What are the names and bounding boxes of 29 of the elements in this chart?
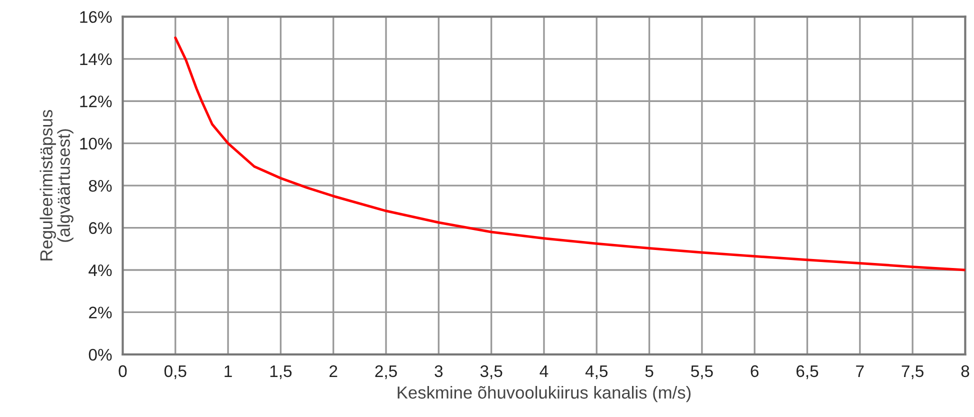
x-tick-label: 3 [434,365,443,378]
y-tick-label: 12% [80,96,112,108]
x-tick-label: 7 [856,365,864,377]
line-series [174,36,966,272]
x-tick-label: 5,5 [691,365,713,380]
y-tick-label: 10% [80,138,112,150]
x-tick-label: 6,5 [796,365,818,380]
y-tick-label: 16% [80,11,112,23]
y-tick-label: 2% [89,306,112,318]
x-tick-label: 3,5 [480,365,502,380]
y-tick-label: 8% [88,180,112,192]
x-tick-label: 6 [750,365,759,378]
y-tick-label: 0% [88,348,112,361]
x-tick-label: 4 [540,365,548,377]
x-tick-label: 7,5 [902,365,924,380]
y-tick-label: 14% [80,53,112,66]
y-tick-label: 6% [89,222,112,234]
x-tick-label: 5 [645,365,654,378]
y-axis-title: Reguleerimistäpsus (algväärtusest) [40,110,74,260]
x-tick-label: 0,5 [164,365,186,380]
x-tick-label: 2,5 [375,365,397,380]
x-tick-label: 4,5 [585,365,608,380]
x-tick-label: 8 [961,365,970,378]
x-tick-label: 2 [330,365,338,377]
x-axis-title: Keskmine õhuvoolukiirus kanalis (m/s) [398,386,691,402]
x-tick-label: 0 [118,365,127,378]
y-tick-label: 4% [88,264,112,276]
x-tick-label: 1 [224,365,232,377]
x-tick-label: 1,5 [270,365,292,380]
